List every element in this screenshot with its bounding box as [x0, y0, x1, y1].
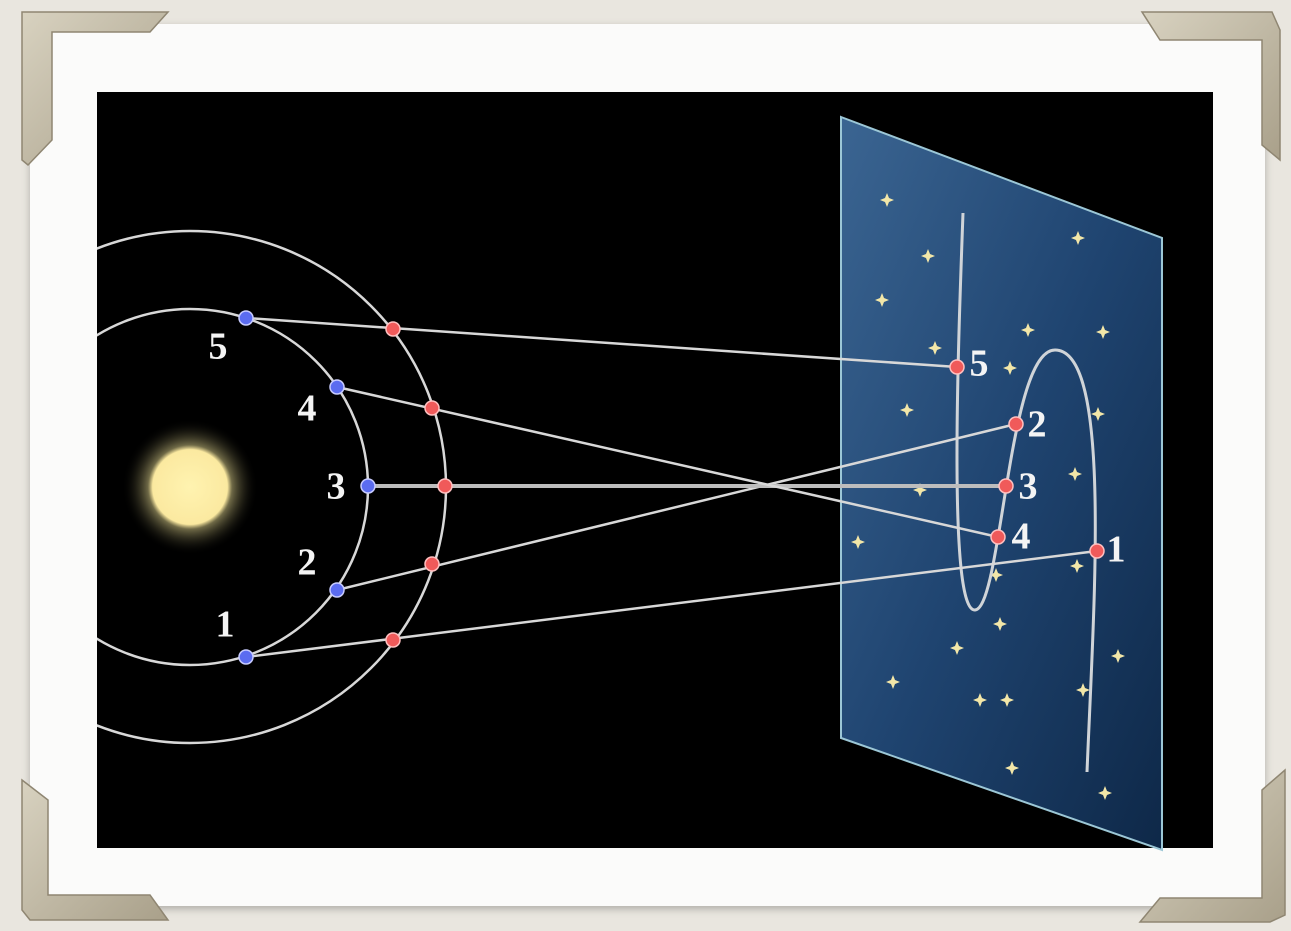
earth-label: 2 — [298, 542, 317, 584]
corner-mount — [1138, 768, 1286, 923]
mars-point — [424, 556, 440, 572]
star — [921, 249, 935, 263]
star — [1076, 683, 1090, 697]
sight-line — [336, 385, 999, 539]
star — [1003, 361, 1017, 375]
mars-point — [424, 400, 440, 416]
star — [913, 483, 927, 497]
star — [1071, 231, 1085, 245]
mars-point — [385, 321, 401, 337]
stars — [851, 193, 1125, 800]
star — [875, 293, 889, 307]
sight-lines — [245, 316, 1098, 659]
sight-line — [245, 316, 958, 369]
earth-point — [329, 379, 345, 395]
star — [989, 568, 1003, 582]
mars-point — [437, 478, 453, 494]
earth-label: 1 — [216, 604, 235, 646]
star — [1098, 786, 1112, 800]
projected-point — [998, 478, 1014, 494]
star — [886, 675, 900, 689]
star — [880, 193, 894, 207]
earth-label: 3 — [327, 466, 346, 508]
earth-label: 5 — [209, 326, 228, 368]
earth-point — [238, 310, 254, 326]
star — [993, 617, 1007, 631]
earth-point — [360, 478, 376, 494]
projected-label: 5 — [970, 343, 989, 385]
mars-point — [385, 632, 401, 648]
star — [1111, 649, 1125, 663]
star — [1096, 325, 1110, 339]
projected-label: 1 — [1107, 529, 1126, 571]
projected-point — [1089, 543, 1105, 559]
star — [973, 693, 987, 707]
projected-point — [949, 359, 965, 375]
corner-mount — [1140, 11, 1281, 162]
projected-point — [990, 529, 1006, 545]
earth-point — [329, 582, 345, 598]
star — [900, 403, 914, 417]
projected-label: 3 — [1019, 466, 1038, 508]
earth-label: 4 — [298, 388, 317, 430]
earth-point — [238, 649, 254, 665]
star — [1021, 323, 1035, 337]
projected-label: 2 — [1028, 404, 1047, 446]
star — [851, 535, 865, 549]
star — [1091, 407, 1105, 421]
projected-point — [1008, 416, 1024, 432]
star — [950, 641, 964, 655]
sight-line — [336, 422, 1017, 592]
star — [1005, 761, 1019, 775]
corner-mount — [21, 778, 170, 921]
sun — [122, 419, 258, 555]
corner-mount — [21, 11, 170, 167]
star — [1000, 693, 1014, 707]
retrograde-path — [955, 212, 1097, 773]
star — [1070, 559, 1084, 573]
star — [1068, 467, 1082, 481]
projected-label: 4 — [1012, 516, 1031, 558]
star — [928, 341, 942, 355]
